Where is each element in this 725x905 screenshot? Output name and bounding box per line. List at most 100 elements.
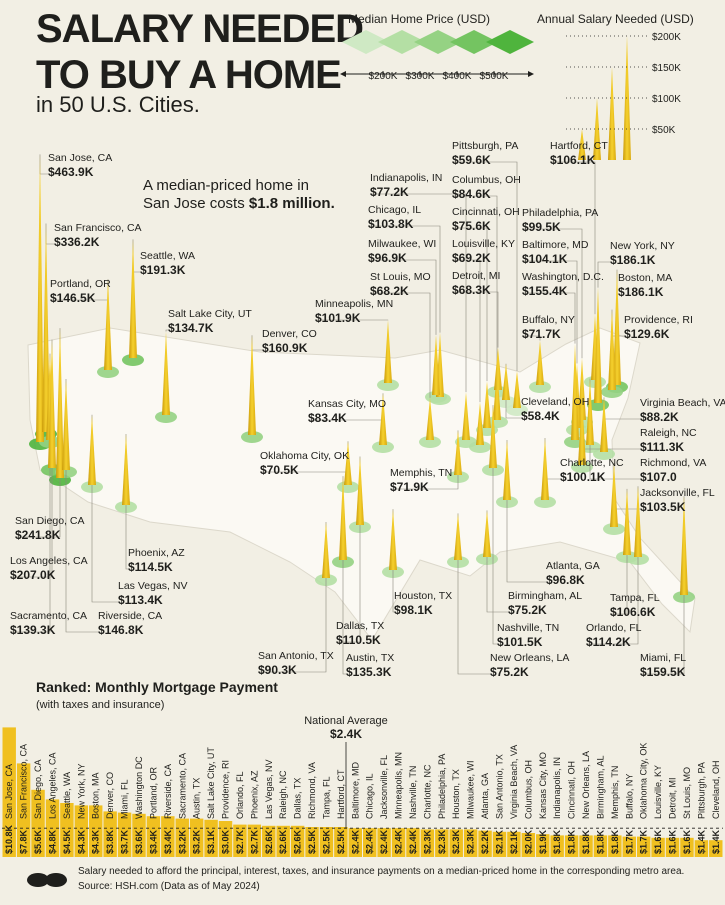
bar-category-label: Houston, TX: [451, 769, 461, 819]
bar-value-label: $2.4K: [365, 829, 375, 854]
bar-category-label: San Antonio, TX: [494, 754, 504, 819]
bar-category-label: Salt Lake City, UT: [206, 747, 216, 819]
bar-category-label: Sacramento, CA: [177, 753, 187, 819]
city-name: Columbus, OH: [452, 174, 521, 186]
city-salary: $58.4K: [521, 409, 560, 423]
bar-category-label: Los Angeles, CA: [47, 752, 57, 819]
bar-value-label: $2.6K: [293, 829, 303, 854]
bar-value-label: $2.6K: [278, 829, 288, 854]
salary-legend-title: Annual Salary Needed (USD): [537, 12, 694, 26]
city-name: New Orleans, LA: [490, 652, 569, 664]
bar-value-label: $3.1K: [206, 829, 216, 854]
city-salary: $90.3K: [258, 663, 297, 677]
city-name: Los Angeles, CA: [10, 555, 88, 567]
bar-value-label: $1.6K: [653, 829, 663, 854]
city-salary: $106.1K: [550, 153, 596, 167]
city-salary: $159.5K: [640, 665, 686, 679]
city-salary: $104.1K: [522, 252, 568, 266]
bar-value-label: $3.6K: [134, 829, 144, 854]
city-salary: $69.2K: [452, 251, 491, 265]
city-salary: $155.4K: [522, 284, 568, 298]
annotation-text: San Jose costs: [143, 195, 245, 212]
bar-value-label: $2.5K: [307, 829, 317, 854]
city-name: Charlotte, NC: [560, 457, 624, 469]
bar-value-label: $2.4K: [379, 829, 389, 854]
salary-tick-label: $100K: [652, 94, 681, 105]
bar-category-label: St Louis, MO: [682, 767, 692, 819]
title-line: TO BUY A HOME: [36, 53, 341, 97]
annotation-line: A median-priced home in: [143, 177, 309, 194]
city-salary: $77.2K: [370, 185, 409, 199]
city-name: Minneapolis, MN: [315, 298, 393, 310]
bar-category-label: Atlanta, GA: [480, 773, 490, 819]
city-salary: $106.6K: [610, 605, 656, 619]
city-salary: $135.3K: [346, 665, 392, 679]
city-salary: $84.6K: [452, 187, 491, 201]
bar-category-label: Kansas City, MO: [538, 752, 548, 819]
bar-value-label: $3.4K: [163, 829, 173, 854]
bar-category-label: Oklahoma City, OK: [639, 743, 649, 819]
city-name: Buffalo, NY: [522, 314, 575, 326]
bar-value-label: $1.4K: [696, 829, 706, 854]
average-label: National Average: [304, 715, 388, 727]
city-salary: $114.2K: [586, 635, 631, 649]
bar-value-label: $2.5K: [321, 829, 331, 854]
subtitle: in 50 U.S. Cities.: [36, 92, 200, 117]
bar-category-label: Memphis, TN: [610, 766, 620, 819]
city-name: St Louis, MO: [370, 271, 431, 283]
bar-category-label: Denver, CO: [105, 772, 115, 819]
bar-category-label: Richmond, VA: [307, 762, 317, 819]
city-name: Milwaukee, WI: [368, 238, 436, 250]
price-tick-label: $300K: [406, 71, 435, 82]
bar-category-label: Charlotte, NC: [422, 764, 432, 819]
bar-category-label: Austin, TX: [192, 778, 202, 819]
city-name: Seattle, WA: [140, 250, 195, 262]
city-name: Orlando, FL: [586, 622, 642, 634]
city-salary: $107.0: [640, 470, 677, 484]
city-name: Indianapolis, IN: [370, 172, 442, 184]
city-name: Austin, TX: [346, 652, 394, 664]
bar-category-label: Buffalo, NY: [624, 774, 634, 819]
average-value: $2.4K: [330, 727, 362, 741]
bar-value-label: $3.4K: [148, 829, 158, 854]
bar-value-label: $1.9K: [538, 829, 548, 854]
bar-category-label: Hartford, CT: [336, 769, 346, 819]
bar-category-label: Virginia Beach, VA: [509, 745, 519, 819]
city-name: Cincinnati, OH: [452, 206, 520, 218]
bar-category-label: Providence, RI: [221, 760, 231, 819]
annotation-line: San Jose costs $1.8 million.: [143, 195, 335, 212]
bar-value-label: $2.1K: [494, 829, 504, 854]
city-salary: $101.5K: [497, 635, 543, 649]
city-name: Detroit, MI: [452, 270, 500, 282]
city-name: Las Vegas, NV: [118, 580, 187, 592]
bar-category-label: New Orleans, LA: [581, 751, 591, 819]
city-salary: $99.5K: [522, 220, 561, 234]
salary-tick-label: $200K: [652, 32, 681, 43]
bar-value-label: $5.6K: [33, 829, 43, 854]
bar-value-label: $1.8K: [581, 829, 591, 854]
salary-tick-label: $50K: [652, 125, 676, 136]
bar-value-label: $1.8K: [567, 829, 577, 854]
city-salary: $103.5K: [640, 500, 686, 514]
bar-value-label: $1.8K: [552, 829, 562, 854]
bar-category-label: Nashville, TN: [408, 766, 418, 819]
city-name: Pittsburgh, PA: [452, 140, 518, 152]
city-salary: $113.4K: [118, 593, 163, 607]
bar-category-label: Seattle, WA: [62, 772, 72, 819]
bar-category-label: Orlando, FL: [235, 771, 245, 819]
city-name: Providence, RI: [624, 314, 693, 326]
city-salary: $98.1K: [394, 603, 433, 617]
bar-value-label: $1.4K: [711, 829, 721, 854]
bar-category-label: Dallas, TX: [293, 778, 303, 819]
city-name: Memphis, TN: [390, 467, 452, 479]
city-name: Richmond, VA: [640, 457, 706, 469]
city-name: Phoenix, AZ: [128, 547, 185, 559]
city-name: New York, NY: [610, 240, 675, 252]
city-name: Portland, OR: [50, 278, 111, 290]
city-salary: $110.5K: [336, 633, 381, 647]
footer-note: Salary needed to afford the principal, i…: [78, 866, 684, 877]
city-salary: $463.9K: [48, 165, 94, 179]
bar-value-label: $4.5K: [62, 829, 72, 854]
city-salary: $129.6K: [624, 327, 670, 341]
bar-value-label: $1.7K: [639, 829, 649, 854]
